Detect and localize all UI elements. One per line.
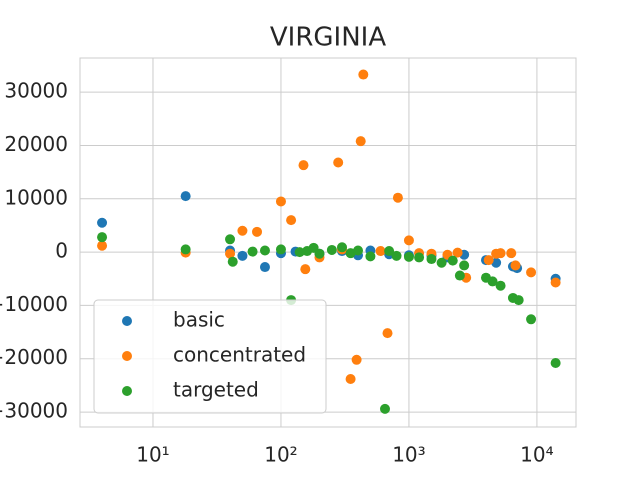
point [384, 246, 395, 257]
point [275, 196, 286, 207]
point [180, 244, 191, 255]
x-tick-label: 10³ [392, 443, 425, 467]
point [275, 244, 286, 255]
point [403, 235, 414, 246]
point [247, 246, 258, 257]
point [294, 247, 305, 258]
point [337, 242, 348, 253]
point [314, 248, 325, 259]
point [513, 295, 524, 306]
x-tick-label: 10² [264, 443, 297, 467]
chart-title: VIRGINIA [270, 23, 386, 53]
y-tick-label: 30000 [4, 79, 68, 103]
point [487, 276, 498, 287]
y-tick-label: −30000 [0, 399, 68, 423]
point [97, 232, 108, 243]
point [506, 248, 517, 259]
point [259, 262, 270, 273]
point [454, 270, 465, 281]
point [495, 248, 506, 259]
legend-label: basic [173, 308, 225, 332]
y-tick-label: 10000 [4, 185, 68, 209]
legend-marker [122, 351, 132, 361]
point [326, 244, 337, 255]
y-tick-label: 0 [55, 239, 68, 263]
point [237, 250, 248, 261]
point [298, 160, 309, 171]
point [351, 354, 362, 365]
point [483, 255, 494, 266]
point [365, 251, 376, 262]
point [97, 240, 108, 251]
point [447, 255, 458, 266]
point [286, 215, 297, 226]
point [379, 403, 390, 414]
point [436, 257, 447, 268]
point [358, 69, 369, 80]
point [526, 267, 537, 278]
legend-box [93, 299, 327, 414]
legend-label: targeted [173, 378, 259, 402]
y-tick-label: −10000 [0, 292, 68, 316]
y-tick-label: 20000 [4, 132, 68, 156]
point [180, 191, 191, 202]
point [300, 264, 311, 275]
point [382, 328, 393, 339]
point [414, 252, 425, 263]
point [225, 248, 236, 259]
point [237, 225, 248, 236]
point [452, 247, 463, 258]
x-axis-label: Population [275, 477, 380, 480]
point [353, 245, 364, 256]
point [391, 250, 402, 261]
point [375, 246, 386, 257]
point [252, 226, 263, 237]
point [225, 234, 236, 245]
point [510, 260, 521, 271]
plot-border [79, 57, 577, 428]
y-tick-label: −20000 [0, 345, 68, 369]
point [526, 314, 537, 325]
point [97, 217, 108, 228]
point [333, 157, 344, 168]
point [392, 192, 403, 203]
point [550, 358, 561, 369]
legend-marker [122, 316, 132, 326]
point [403, 251, 414, 262]
x-tick-label: 10⁴ [520, 443, 553, 467]
point [259, 245, 270, 256]
x-tick-label: 10¹ [136, 443, 169, 467]
point [459, 260, 470, 271]
point [345, 374, 356, 385]
point [227, 256, 238, 267]
legend-label: concentrated [173, 343, 306, 367]
legend-marker [122, 386, 132, 396]
point [495, 280, 506, 291]
point [355, 136, 366, 147]
point [550, 277, 561, 288]
point [426, 254, 437, 265]
